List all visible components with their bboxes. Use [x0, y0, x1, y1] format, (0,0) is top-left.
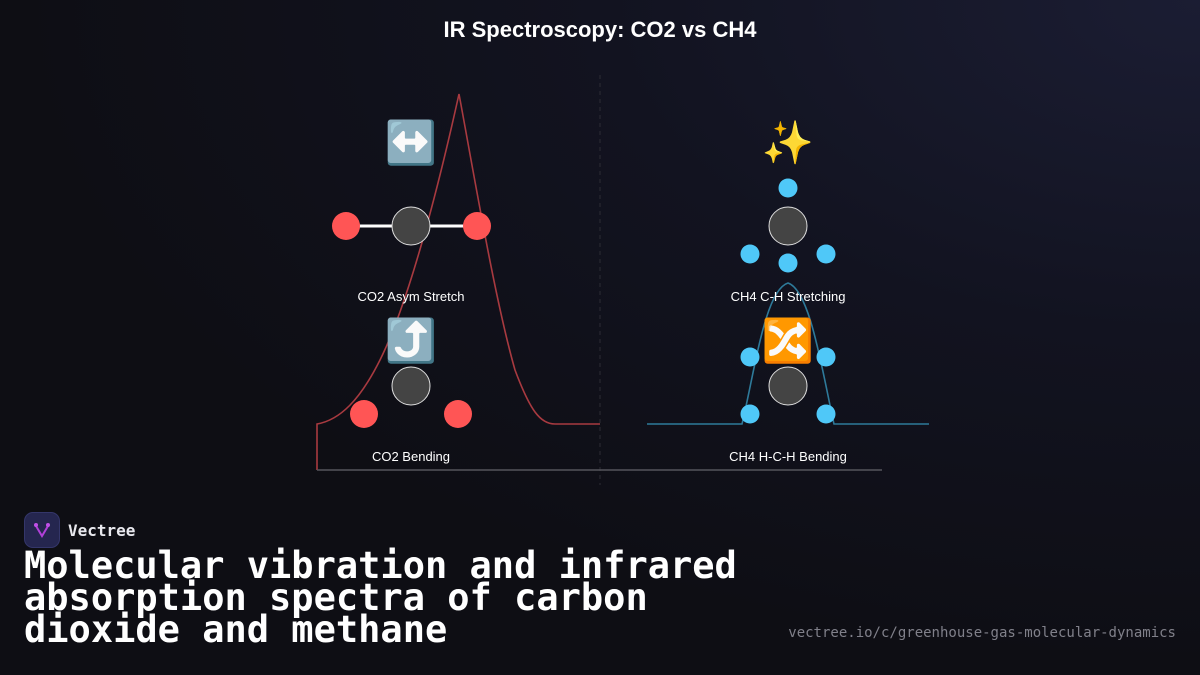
oxygen-atom: [444, 400, 472, 428]
source-url[interactable]: vectree.io/c/greenhouse-gas-molecular-dy…: [788, 625, 1176, 641]
hydrogen-atom: [740, 244, 760, 264]
brand: Vectree: [24, 512, 135, 548]
hydrogen-atom: [816, 244, 836, 264]
ch4-spectrum-curve: [647, 282, 929, 425]
carbon-atom: [768, 366, 808, 406]
hydrogen-atom: [740, 347, 760, 367]
ch4-bend-molecule: [740, 347, 836, 424]
hydrogen-atom: [816, 347, 836, 367]
sparkles-icon: ✨: [762, 119, 814, 166]
hydrogen-atom: [778, 178, 798, 198]
hydrogen-atom: [778, 253, 798, 273]
ch4-bend-label: CH4 H-C-H Bending: [729, 449, 847, 464]
left-right-arrow-icon: ↔️: [385, 118, 437, 167]
carbon-atom: [768, 206, 808, 246]
co2-spectrum-curve: [316, 93, 600, 470]
oxygen-atom: [463, 212, 491, 240]
headline: Molecular vibration and infrared absorpt…: [24, 544, 737, 651]
oxygen-atom: [332, 212, 360, 240]
co2-bend-molecule: [350, 366, 472, 428]
hydrogen-atom: [740, 404, 760, 424]
brand-name: Vectree: [68, 520, 136, 540]
co2-asym-molecule: [332, 206, 491, 246]
carbon-atom: [391, 366, 431, 406]
shuffle-icon: 🔀: [762, 316, 814, 365]
carbon-atom: [391, 206, 431, 246]
oxygen-atom: [350, 400, 378, 428]
diagram-title: IR Spectroscopy: CO2 vs CH4: [443, 17, 757, 42]
ch4-stretch-molecule: [740, 178, 836, 273]
ch4-stretch-label: CH4 C-H Stretching: [731, 289, 846, 304]
hydrogen-atom: [816, 404, 836, 424]
co2-bend-label: CO2 Bending: [372, 449, 450, 464]
arrow-curving-up-icon: ⤴️: [385, 316, 437, 365]
vectree-logo-icon: [24, 512, 60, 548]
co2-asym-label: CO2 Asym Stretch: [358, 289, 465, 304]
